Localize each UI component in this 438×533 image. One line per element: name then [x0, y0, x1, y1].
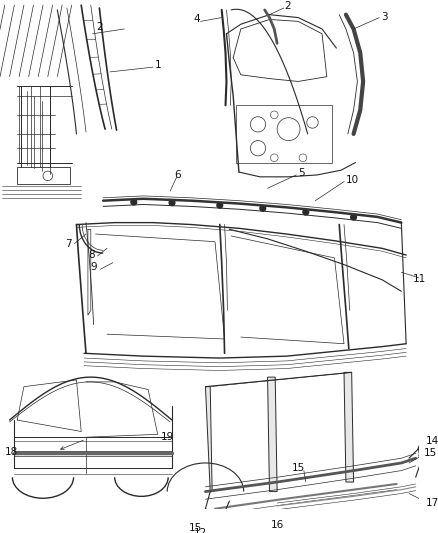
Text: 14: 14 — [426, 436, 438, 446]
Text: 8: 8 — [88, 250, 95, 260]
Text: 3: 3 — [381, 12, 388, 22]
Text: 12: 12 — [194, 528, 207, 533]
Circle shape — [131, 199, 137, 205]
Circle shape — [217, 203, 223, 208]
Text: 9: 9 — [91, 262, 97, 272]
Text: 7: 7 — [65, 239, 72, 248]
Polygon shape — [268, 377, 277, 491]
Text: 1: 1 — [155, 60, 162, 70]
Polygon shape — [344, 373, 353, 482]
Bar — [236, 106, 332, 163]
Text: 4: 4 — [193, 14, 200, 25]
Text: 16: 16 — [271, 520, 284, 530]
Circle shape — [260, 205, 266, 211]
Circle shape — [303, 209, 309, 215]
Text: 11: 11 — [413, 274, 426, 284]
Polygon shape — [205, 386, 212, 491]
Text: 10: 10 — [346, 175, 359, 185]
Text: 2: 2 — [96, 22, 103, 32]
Text: 15: 15 — [424, 448, 438, 458]
Text: 19: 19 — [161, 432, 174, 442]
Text: 17: 17 — [426, 498, 438, 508]
Text: 15: 15 — [292, 463, 305, 473]
Bar — [17, 167, 70, 184]
Circle shape — [169, 200, 175, 206]
Circle shape — [351, 214, 357, 220]
Text: 6: 6 — [174, 170, 180, 180]
Text: 5: 5 — [298, 168, 305, 178]
Text: 15: 15 — [189, 523, 202, 533]
Text: 2: 2 — [284, 1, 290, 11]
Text: 18: 18 — [5, 447, 18, 457]
